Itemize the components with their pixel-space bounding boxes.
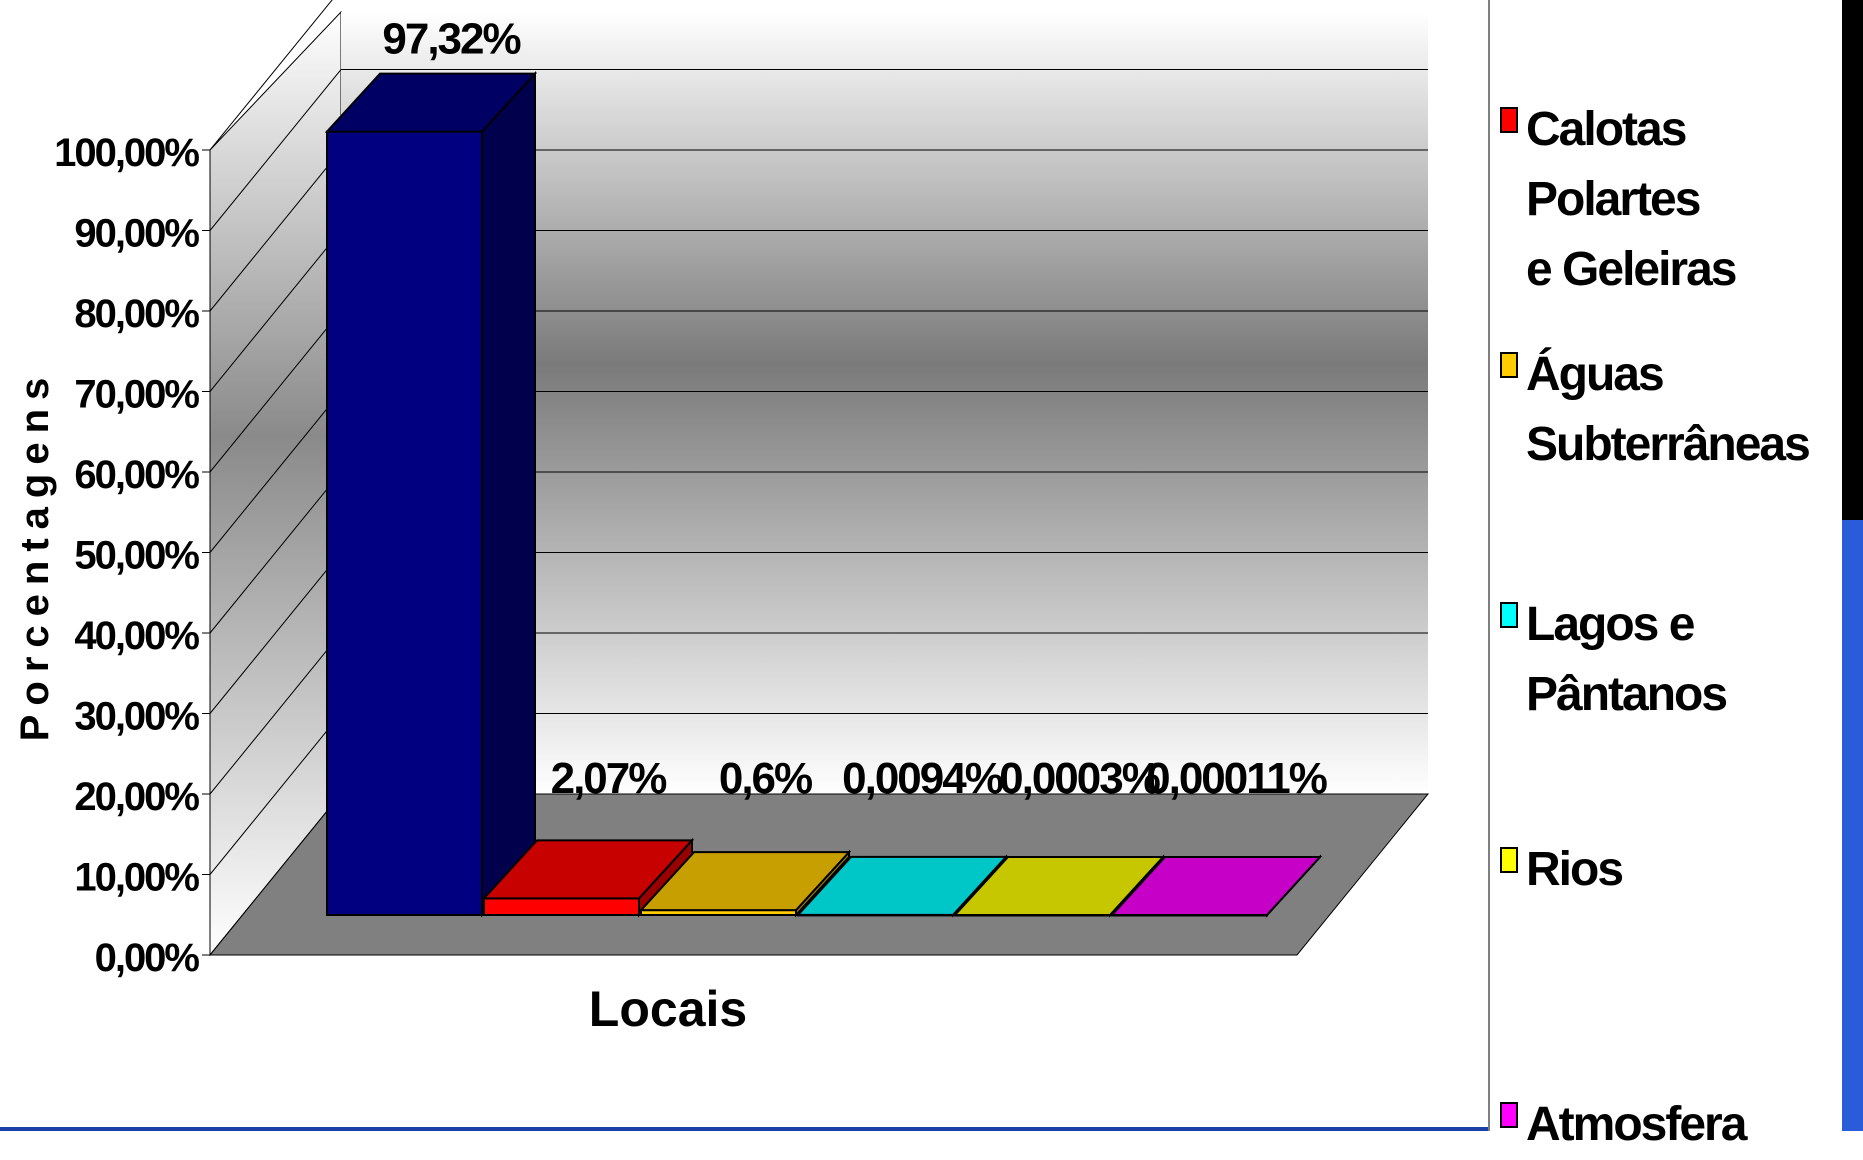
- y-tick-label: 70,00%: [74, 373, 199, 417]
- bar-front: [326, 130, 483, 917]
- bar-top: [952, 855, 1166, 916]
- y-tick-label: 10,00%: [74, 856, 199, 900]
- bar: [324, 70, 538, 918]
- y-tick-label: 80,00%: [74, 292, 199, 336]
- bar: [638, 849, 852, 918]
- legend-swatch: [1500, 1102, 1518, 1128]
- legend-item: Lagos e Pântanos: [1500, 590, 1846, 730]
- slide-edge-dark: [1842, 0, 1863, 520]
- bar: [1109, 854, 1323, 918]
- legend-label: Rios: [1526, 843, 1624, 896]
- y-tick-label: 100,00%: [54, 131, 199, 175]
- legend-item: Rios: [1500, 835, 1846, 905]
- back-wall: [341, 12, 1428, 794]
- legend-swatch: [1500, 352, 1518, 378]
- chart-bars: [324, 70, 1323, 918]
- legend-swatch: [1500, 107, 1518, 133]
- side-wall: [209, 10, 342, 957]
- y-tick-label: 60,00%: [74, 453, 199, 497]
- data-label: 0,0094%: [842, 754, 1003, 803]
- bar-top: [481, 839, 695, 900]
- legend-label: Calotas Polartes e Geleiras: [1526, 103, 1738, 296]
- y-tick-label: 20,00%: [74, 775, 199, 819]
- bar-top: [795, 855, 1009, 916]
- y-tick-label: 0,00%: [95, 936, 200, 980]
- data-label: 0,00011%: [1146, 754, 1327, 803]
- bar: [952, 854, 1166, 918]
- bar-side: [481, 70, 536, 918]
- data-label: 0,6%: [719, 754, 812, 803]
- legend-label: Águas Subterrâneas: [1526, 348, 1811, 471]
- chart-plot: 0,00% 10,00% 20,00% 30,00% 40,00% 50,00% 60,00…: [13, 0, 1430, 1037]
- data-label: 0,0003%: [999, 754, 1160, 803]
- bar-top: [1109, 855, 1323, 916]
- y-axis-title: Porcentagens: [13, 369, 57, 742]
- legend: Calotas Polartes e Geleiras Águas Subterr…: [1488, 0, 1848, 1151]
- chart-walls: [209, 10, 1428, 957]
- legend-item: Atmosfera: [1500, 1090, 1846, 1160]
- gridline: [209, 0, 333, 151]
- x-axis-title: Locais: [589, 981, 747, 1037]
- bar-top: [324, 72, 538, 133]
- y-tick-label: 90,00%: [74, 212, 199, 256]
- y-tick-label: 30,00%: [74, 695, 199, 739]
- y-tick-label: 50,00%: [74, 534, 199, 578]
- bar-front: [483, 897, 640, 916]
- data-label: 2,07%: [551, 754, 667, 803]
- slide-bottom-line: [0, 1127, 1488, 1131]
- bar: [795, 854, 1009, 918]
- data-labels: 97,32% 2,07% 0,6% 0,0094%0,0003%0,00011%: [382, 15, 1328, 803]
- bar-top: [638, 851, 852, 912]
- legend-label: Atmosfera: [1526, 1098, 1747, 1151]
- gridline: [209, 69, 1428, 231]
- legend-swatch: [1500, 847, 1518, 873]
- legend-item: Águas Subterrâneas: [1500, 340, 1846, 480]
- bar: [481, 837, 695, 918]
- y-axis-ticks: 0,00% 10,00% 20,00% 30,00% 40,00% 50,00% 60,00…: [54, 131, 211, 980]
- data-label: 97,32%: [382, 15, 520, 64]
- y-tick-label: 40,00%: [74, 614, 199, 658]
- legend-swatch: [1500, 602, 1518, 628]
- slide-edge-blue: [1842, 520, 1863, 1131]
- legend-item: Calotas Polartes e Geleiras: [1500, 95, 1846, 305]
- legend-label: Lagos e Pântanos: [1526, 598, 1728, 721]
